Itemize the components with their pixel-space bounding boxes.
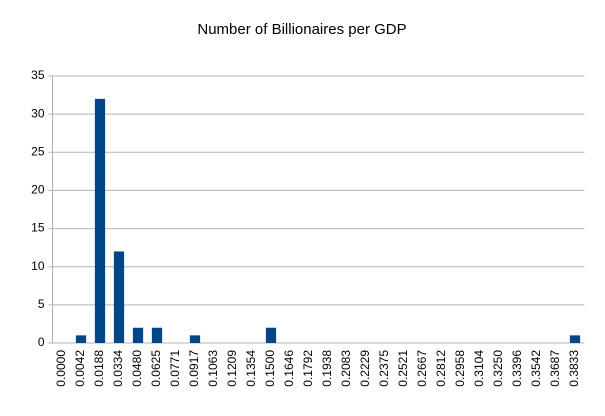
bar [151,327,163,343]
y-tick-label: 5 [38,297,45,311]
x-tick-label: 0.3833 [567,350,581,387]
x-tick-label: 0.1938 [320,350,334,387]
y-tick-label: 35 [31,68,45,82]
x-tick-label: 0.2667 [415,350,429,387]
x-tick-label: 0.2521 [396,350,410,387]
x-tick-label: 0.2375 [377,350,391,387]
x-tick-label: 0.0480 [130,350,144,387]
x-tick-label: 0.3687 [548,350,562,387]
x-tick-label: 0.1209 [225,350,239,387]
x-tick-label: 0.1063 [206,350,220,387]
x-tick-label: 0.3250 [491,350,505,387]
bar [75,335,87,343]
y-tick-label: 15 [31,221,45,235]
x-tick-label: 0.2083 [339,350,353,387]
x-tick-label: 0.0042 [73,350,87,387]
y-tick-label: 30 [31,106,45,120]
bar [132,327,144,343]
x-tick-label: 0.1792 [301,350,315,387]
x-tick-label: 0.0188 [92,350,106,387]
y-tick-label: 0 [38,335,45,349]
x-tick-label: 0.1354 [244,350,258,387]
x-tick-label: 0.2229 [358,350,372,387]
bar [113,251,125,343]
x-tick-label: 0.3104 [472,350,486,387]
x-tick-label: 0.0000 [54,350,68,387]
chart-title: Number of Billionaires per GDP [197,21,406,38]
bar [94,98,106,343]
x-tick-label: 0.2958 [453,350,467,387]
x-tick-label: 0.0625 [149,350,163,387]
bar [569,335,581,343]
x-tick-label: 0.3396 [510,350,524,387]
bar [189,335,201,343]
y-tick-label: 10 [31,259,45,273]
x-tick-label: 0.2812 [434,350,448,387]
x-tick-label: 0.0917 [187,350,201,387]
x-tick-label: 0.0771 [168,350,182,387]
bar [265,327,277,343]
x-tick-label: 0.3542 [529,350,543,387]
y-tick-label: 25 [31,144,45,158]
x-tick-label: 0.1500 [263,350,277,387]
y-tick-label: 20 [31,183,45,197]
x-tick-label: 0.0334 [111,350,125,387]
x-tick-label: 0.1646 [282,350,296,387]
